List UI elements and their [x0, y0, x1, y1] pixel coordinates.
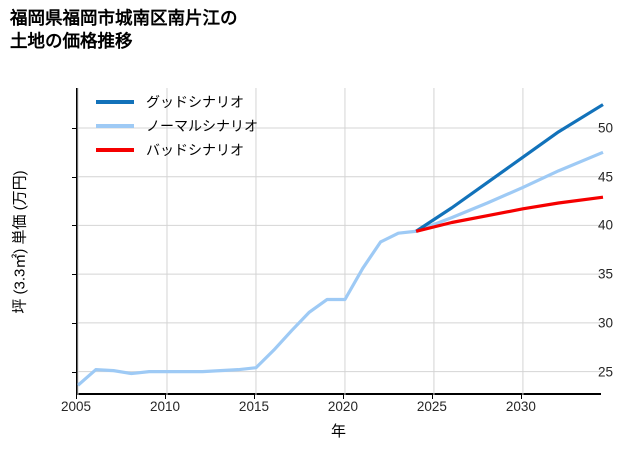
x-tick-label: 2025 [416, 399, 447, 414]
y-tick-mark [72, 127, 76, 129]
y-tick-label: 25 [597, 364, 613, 380]
y-tick-label: 50 [597, 120, 613, 136]
legend-item-label: ノーマルシナリオ [146, 118, 258, 134]
x-tick-label: 2020 [327, 399, 358, 414]
y-tick-mark [72, 274, 76, 276]
y-tick-mark [72, 176, 76, 178]
x-tick-label: 2015 [238, 399, 269, 414]
y-axis-label: 坪 (3.3㎡) 単価 (万円) [8, 88, 30, 395]
chart-legend: グッドシナリオ ノーマルシナリオ バッドシナリオ [96, 88, 258, 162]
y-tick-label: 40 [597, 217, 613, 233]
legend-color-swatch [96, 124, 134, 128]
y-tick-label: 30 [597, 315, 613, 331]
legend-item[interactable]: バッドシナリオ [96, 138, 258, 162]
y-axis-label-text: 坪 (3.3㎡) 単価 (万円) [11, 169, 29, 314]
x-tick-mark [164, 395, 166, 399]
x-tick-label: 2030 [505, 399, 536, 414]
y-tick-label: 35 [597, 266, 613, 282]
legend-item-label: グッドシナリオ [146, 94, 244, 110]
legend-color-swatch [96, 148, 134, 152]
y-tick-mark [72, 322, 76, 324]
x-tick-label: 2010 [149, 399, 180, 414]
series-line [415, 195, 604, 233]
y-tick-mark [72, 371, 76, 373]
chart-title: 福岡県福岡市城南区南片江の 土地の価格推移 [10, 8, 238, 52]
series-line [415, 103, 604, 233]
x-tick-label: 2005 [60, 399, 92, 414]
grid-lines [77, 88, 603, 395]
y-tick-mark [72, 225, 76, 227]
x-tick-mark [520, 395, 522, 399]
series-line [76, 150, 604, 387]
x-axis-label: 年 [330, 423, 346, 440]
legend-color-swatch [96, 100, 134, 104]
y-tick-label: 45 [597, 169, 613, 185]
x-tick-mark [76, 395, 77, 399]
legend-item-label: バッドシナリオ [146, 142, 244, 158]
x-tick-mark [431, 395, 433, 399]
legend-item[interactable]: ノーマルシナリオ [96, 114, 258, 138]
x-tick-mark [342, 395, 344, 399]
legend-item[interactable]: グッドシナリオ [96, 90, 258, 114]
series-lines [76, 103, 604, 387]
x-tick-mark [253, 395, 255, 399]
plot-area [76, 88, 604, 395]
